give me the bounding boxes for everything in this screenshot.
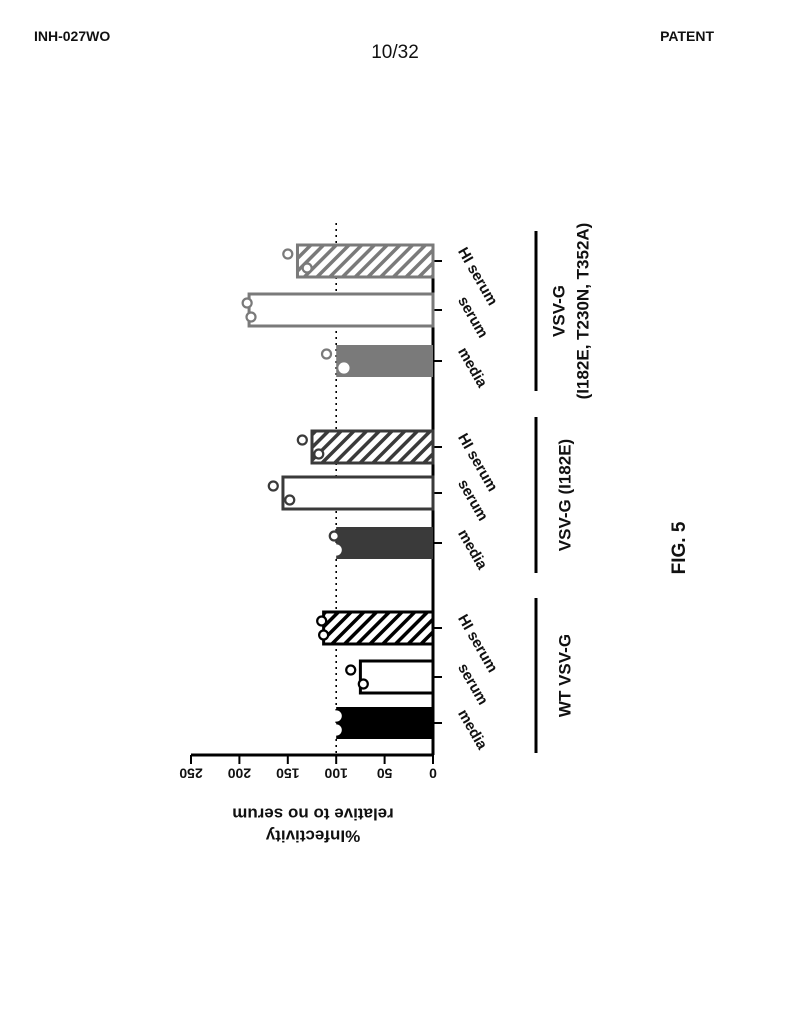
value-axis-title: %Infectivity <box>265 827 360 846</box>
data-point <box>330 544 342 556</box>
bar <box>247 292 435 328</box>
data-point <box>345 664 357 676</box>
bar <box>322 610 435 646</box>
data-point <box>316 615 328 627</box>
group-label: VSV-G <box>549 285 568 337</box>
bar-chart: 0 50 100 150 200 250 %Infectivity relative to n… <box>179 223 592 846</box>
data-point <box>301 262 313 274</box>
data-point <box>267 480 279 492</box>
value-tick-label: 0 <box>429 765 437 781</box>
figure-label-graphic: FIG. 5 <box>669 521 690 574</box>
data-point <box>313 448 325 460</box>
document-id: INH-027WO <box>34 28 111 44</box>
data-point <box>282 248 294 260</box>
category-label: media <box>454 706 491 753</box>
data-point <box>320 348 333 360</box>
figure-label: FIG. 5 <box>669 521 690 574</box>
data-point <box>338 362 350 374</box>
data-point <box>284 494 296 506</box>
data-point <box>328 530 340 542</box>
value-tick-label: 100 <box>324 765 348 781</box>
value-tick-label: 150 <box>276 765 300 781</box>
bar <box>358 659 435 695</box>
category-label: media <box>454 344 491 391</box>
bar <box>336 345 433 377</box>
data-point <box>357 678 369 690</box>
value-tick-label: 250 <box>179 765 203 781</box>
category-label: media <box>454 526 491 573</box>
group-label: VSV-G (I182E) <box>555 439 574 551</box>
group-label: (I182E, T230N, T352A) <box>573 223 592 400</box>
data-point <box>330 724 342 736</box>
group-label: WT VSV-G <box>555 634 574 717</box>
data-point <box>245 311 257 323</box>
data-point <box>330 710 342 722</box>
bar <box>336 707 433 739</box>
figure-panel: 0 50 100 150 200 250 %Infectivity relative to n… <box>174 163 690 860</box>
data-point <box>296 434 308 446</box>
patent-label: PATENT <box>660 28 714 44</box>
value-tick-label: 200 <box>228 765 252 781</box>
bar <box>310 429 435 465</box>
value-tick-label: 50 <box>377 765 393 781</box>
data-point <box>318 629 330 641</box>
bar <box>295 243 435 279</box>
plot-area: 0 50 100 150 200 250 %Infectivity relative to n… <box>179 223 592 846</box>
value-axis-title: relative to no serum <box>232 805 394 824</box>
bar <box>336 527 433 559</box>
bar <box>281 475 435 511</box>
data-point <box>241 297 253 309</box>
page-number: 10/32 <box>371 42 419 63</box>
